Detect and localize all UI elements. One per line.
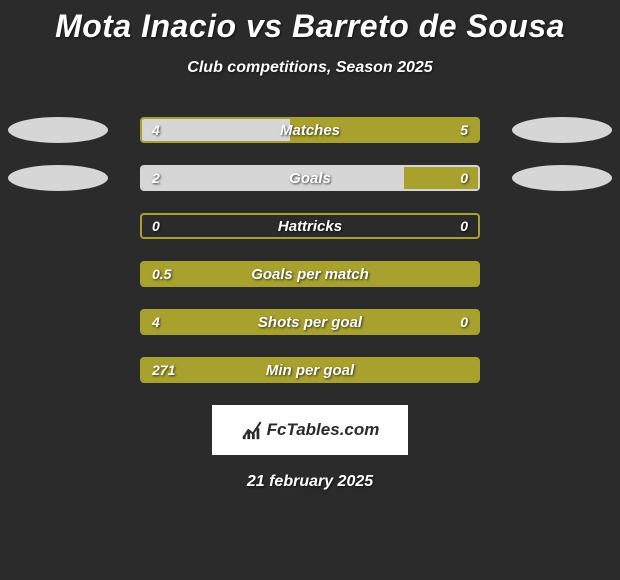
stat-bar: 0 0Hattricks: [140, 213, 480, 239]
bar-fill-left: [142, 167, 404, 189]
chart-icon: [241, 419, 263, 441]
player-marker-right: [512, 117, 612, 143]
comparison-chart: 45Matches20Goals00Hattricks0.5Goals per …: [0, 117, 620, 383]
stat-value-right: [458, 263, 478, 285]
date-label: 21 february 2025: [0, 473, 620, 491]
stat-row: 0 0Hattricks: [0, 213, 620, 239]
stat-value-left: 0.5: [142, 263, 181, 285]
stat-bar: 45Matches: [140, 117, 480, 143]
stat-row: 0.5Goals per match: [0, 261, 620, 287]
stat-bar: 271Min per goal: [140, 357, 480, 383]
stat-value-right: 5: [450, 119, 478, 141]
page-title: Mota Inacio vs Barreto de Sousa: [0, 0, 620, 45]
stat-value-right: 0: [450, 167, 478, 189]
stat-label: Hattricks: [142, 215, 478, 237]
logo-box: FcTables.com: [212, 405, 408, 455]
stat-row: 271Min per goal: [0, 357, 620, 383]
bar-fill-left: [142, 311, 478, 333]
bar-fill-left: [142, 359, 478, 381]
stat-value-right: 0: [450, 215, 478, 237]
logo-text: FcTables.com: [267, 420, 380, 440]
bar-fill-left: [142, 263, 478, 285]
stat-row: 20Goals: [0, 165, 620, 191]
player-marker-left: [8, 117, 108, 143]
stat-row: 40Shots per goal: [0, 309, 620, 335]
stat-bar: 40Shots per goal: [140, 309, 480, 335]
stat-value-right: [458, 359, 478, 381]
player-marker-right: [512, 165, 612, 191]
stat-bar: 0.5Goals per match: [140, 261, 480, 287]
stat-row: 45Matches: [0, 117, 620, 143]
page-subtitle: Club competitions, Season 2025: [0, 59, 620, 77]
stat-value-left: 4: [142, 311, 170, 333]
stat-value-left: 4: [142, 119, 170, 141]
player-marker-left: [8, 165, 108, 191]
stat-value-left: 271: [142, 359, 185, 381]
stat-value-left: 0: [142, 215, 170, 237]
stat-bar: 20Goals: [140, 165, 480, 191]
stat-value-left: 2: [142, 167, 170, 189]
stat-value-right: 0: [450, 311, 478, 333]
